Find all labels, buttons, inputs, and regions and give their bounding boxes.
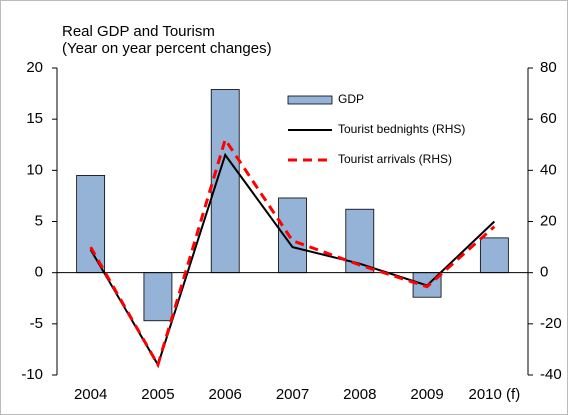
y2-tick-label: -20	[540, 315, 562, 332]
y-tick-label: 10	[26, 161, 43, 178]
x-tick-label: 2008	[343, 386, 376, 403]
y2-tick-label: 60	[540, 110, 557, 127]
x-tick-label: 2010 (f)	[469, 386, 521, 403]
legend-label: GDP	[338, 92, 364, 106]
y-tick-label: 20	[26, 59, 43, 76]
y-tick-label: -10	[21, 366, 43, 383]
y2-tick-label: 40	[540, 161, 557, 178]
bar	[143, 272, 173, 322]
x-tick-label: 2006	[209, 386, 242, 403]
x-tick-label: 2009	[410, 386, 443, 403]
bar	[479, 237, 509, 274]
y-tick-label: 15	[26, 110, 43, 127]
y-tick-label: 0	[35, 264, 43, 281]
y2-tick-label: 80	[540, 59, 557, 76]
bar	[210, 89, 240, 274]
x-tick-label: 2004	[74, 386, 107, 403]
line-series	[89, 136, 496, 369]
legend-label: Tourist arrivals (RHS)	[338, 152, 452, 166]
y2-tick-label: 0	[540, 264, 548, 281]
x-tick-label: 2007	[276, 386, 309, 403]
y-tick-label: 5	[35, 212, 43, 229]
chart-title: Real GDP and Tourism	[62, 23, 215, 40]
legend-label: Tourist bednights (RHS)	[338, 122, 465, 136]
y2-tick-label: -40	[540, 366, 562, 383]
x-tick-label: 2005	[141, 386, 174, 403]
legend-swatch	[287, 95, 333, 105]
bar	[76, 175, 106, 274]
y-tick-label: -5	[30, 315, 43, 332]
chart-subtitle: (Year on year percent changes)	[62, 40, 272, 57]
y2-tick-label: 20	[540, 212, 557, 229]
